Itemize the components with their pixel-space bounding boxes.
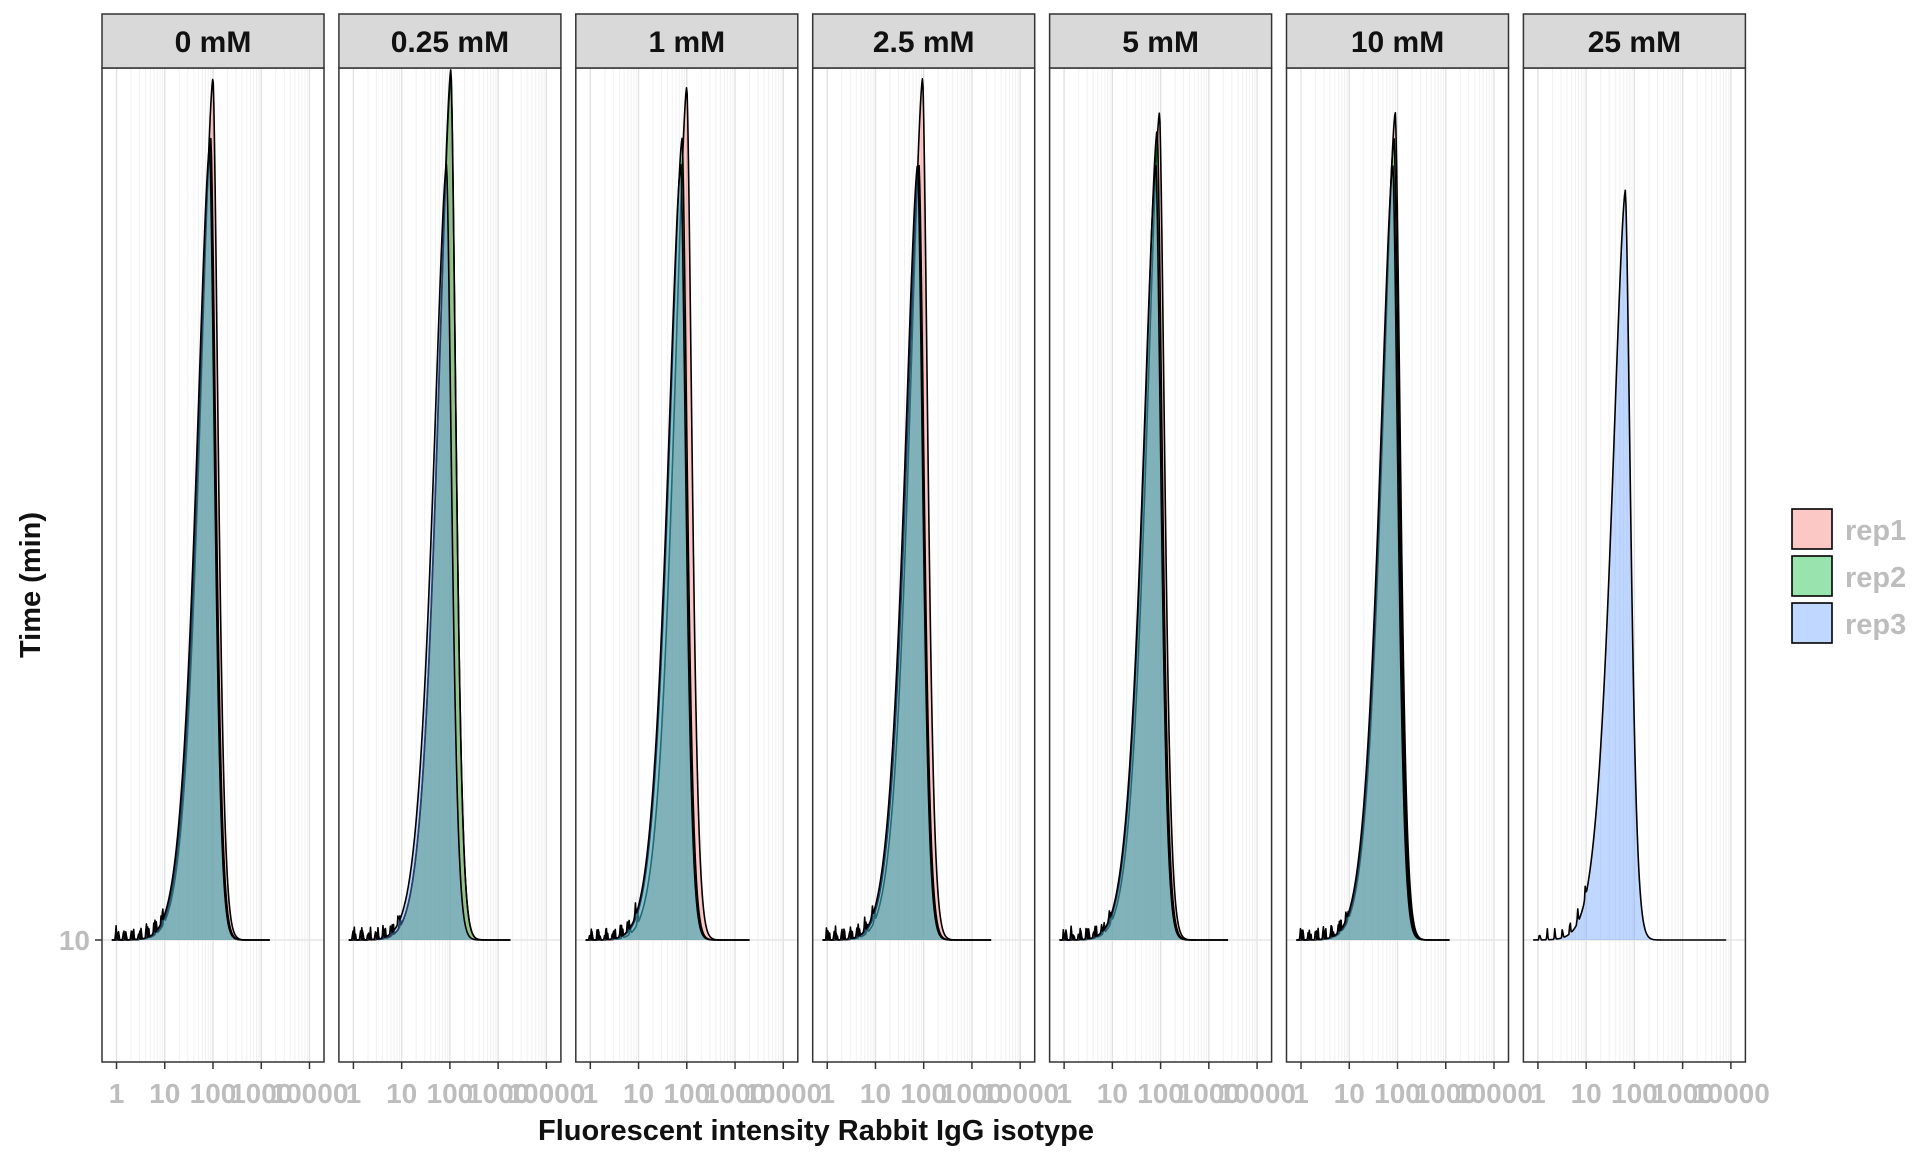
x-tick-label: 100	[1374, 1078, 1421, 1109]
density-area-rep2	[111, 138, 270, 941]
legend-label-rep3: rep3	[1845, 609, 1906, 641]
facet-strip-label: 2.5 mM	[873, 26, 975, 59]
x-tick-label: 10	[860, 1078, 891, 1109]
facet-strip	[101, 13, 325, 69]
x-tick-label: 100	[427, 1078, 474, 1109]
density-area-rep1	[1296, 112, 1450, 941]
y-axis: 10	[59, 925, 102, 956]
facet-strip-label: 10 mM	[1351, 26, 1444, 59]
x-tick-label: 100	[900, 1078, 947, 1109]
density-area-rep3	[1296, 166, 1450, 940]
density-outline-rep3	[1532, 189, 1727, 941]
x-tick-label: 10000	[1218, 1078, 1296, 1109]
density-outline-rep3	[585, 163, 750, 941]
legend-key-rep3	[1791, 602, 1833, 644]
x-tick-label: 10000	[271, 1078, 349, 1109]
x-tick-label: 1000	[704, 1078, 766, 1109]
x-tick-label: 10	[623, 1078, 654, 1109]
facet-strip-label: 25 mM	[1588, 26, 1681, 59]
y-axis-title: Time (min)	[15, 512, 47, 658]
legend-key-background	[1790, 601, 1833, 644]
legend-key-rep1	[1791, 508, 1833, 550]
density-outline-rep3	[822, 165, 992, 941]
x-tick-label: 10	[1334, 1078, 1365, 1109]
x-tick-label: 100	[663, 1078, 710, 1109]
x-tick-label: 100	[1611, 1078, 1658, 1109]
density-area-rep3	[1533, 190, 1727, 940]
density-area-rep1	[585, 87, 750, 940]
density-area-rep3	[585, 164, 750, 941]
facet-strip-label: 0.25 mM	[391, 26, 509, 59]
legend: rep1 rep2 rep3	[1790, 507, 1906, 644]
x-tick-label: 10000	[1692, 1078, 1770, 1109]
x-tick-label: 10000	[507, 1078, 585, 1109]
x-tick-label: 1	[1530, 1078, 1546, 1109]
legend-label-rep1: rep1	[1845, 515, 1906, 547]
density-area-rep1	[348, 78, 511, 941]
legend-key-background	[1790, 554, 1833, 597]
legend-key-background	[1790, 507, 1833, 550]
density-area-rep3	[111, 147, 270, 941]
x-tick-label: 100	[190, 1078, 237, 1109]
density-area-rep3	[348, 164, 511, 940]
density-outline-rep3	[111, 146, 270, 941]
x-tick-label: 1	[1293, 1078, 1309, 1109]
facet-strip	[1522, 13, 1747, 69]
x-tick-label: 1	[109, 1078, 125, 1109]
density-outline-rep3	[1296, 165, 1450, 941]
facet-strip	[575, 13, 799, 69]
legend-label-rep2: rep2	[1845, 562, 1906, 594]
x-tick-label: 1	[819, 1078, 835, 1109]
density-area-rep3	[822, 166, 992, 940]
density-area-rep2	[348, 69, 511, 940]
density-area-rep2	[822, 165, 992, 940]
facet-strip	[811, 13, 1036, 69]
y-tick-label: 10	[59, 925, 90, 956]
facet-strip	[338, 13, 562, 69]
density-area-rep2	[1296, 138, 1450, 940]
x-axis-title: Fluorescent intensity Rabbit IgG isotype	[538, 1115, 1094, 1147]
density-outline-rep3	[348, 163, 511, 941]
facet-strip	[1048, 13, 1273, 69]
x-tick-label: 1	[1056, 1078, 1072, 1109]
x-tick-label: 1000	[230, 1078, 292, 1109]
x-tick-label: 10	[386, 1078, 417, 1109]
x-tick-label: 1000	[1415, 1078, 1477, 1109]
x-tick-label: 10	[1097, 1078, 1128, 1109]
facet-strip-label: 5 mM	[1122, 26, 1199, 59]
facet-strip-label: 0 mM	[175, 26, 252, 59]
facet-strip	[1285, 13, 1510, 69]
x-tick-label: 10	[149, 1078, 180, 1109]
density-outline-rep3	[1059, 164, 1229, 941]
x-tick-label: 1000	[1178, 1078, 1240, 1109]
facet-strip-label: 1 mM	[648, 26, 725, 59]
x-tick-label: 100	[1137, 1078, 1184, 1109]
x-tick-label: 1	[346, 1078, 362, 1109]
x-tick-label: 10000	[1455, 1078, 1533, 1109]
density-area-rep2	[585, 138, 750, 941]
x-tick-label: 10000	[744, 1078, 822, 1109]
x-tick-label: 10	[1571, 1078, 1602, 1109]
density-area-rep2	[1059, 131, 1229, 940]
x-tick-label: 1000	[1651, 1078, 1713, 1109]
x-tick-label: 1	[583, 1078, 599, 1109]
x-tick-label: 1000	[941, 1078, 1003, 1109]
density-area-rep3	[1059, 165, 1229, 940]
x-tick-label: 1000	[467, 1078, 529, 1109]
x-tick-label: 10000	[981, 1078, 1059, 1109]
legend-key-rep2	[1791, 555, 1833, 597]
density-area-rep1	[111, 79, 270, 941]
